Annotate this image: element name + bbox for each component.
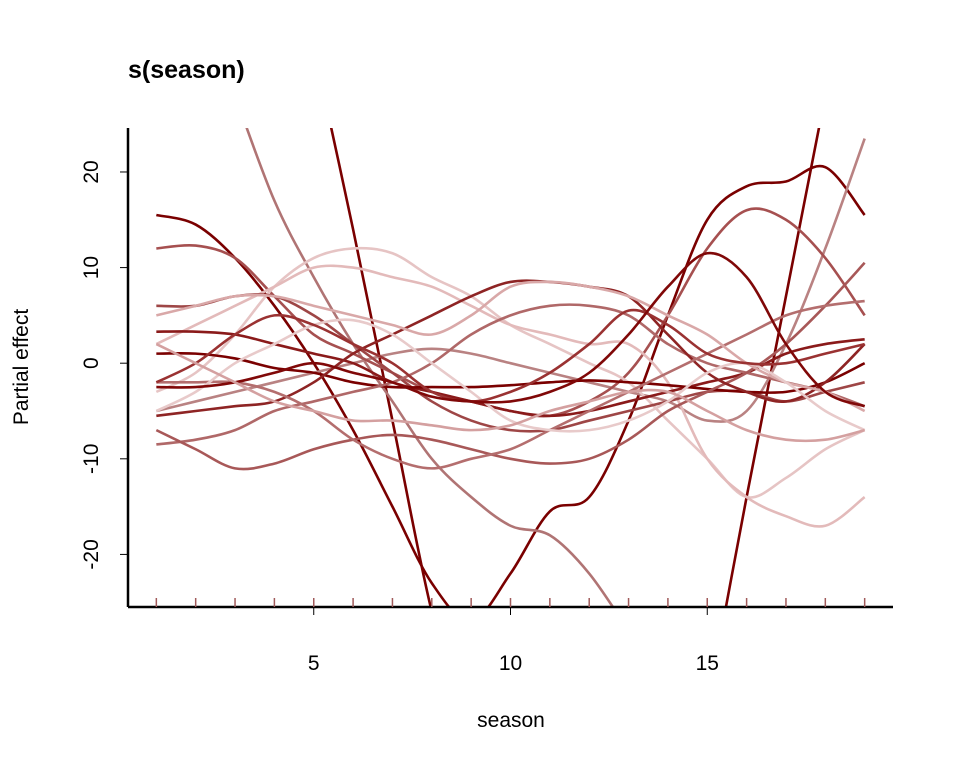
y-tick-label: -10 bbox=[80, 444, 103, 474]
y-tick-label: 0 bbox=[80, 357, 103, 369]
series-line bbox=[156, 299, 865, 470]
series-line bbox=[155, 264, 866, 528]
series-line bbox=[155, 308, 865, 403]
series-line bbox=[156, 164, 866, 607]
y-axis-label: Partial effect bbox=[10, 309, 33, 426]
y-tick-label: 10 bbox=[80, 256, 103, 279]
series-line bbox=[155, 342, 865, 443]
series-line bbox=[156, 138, 866, 423]
series-line bbox=[156, 251, 866, 408]
x-tick-label: 5 bbox=[308, 652, 320, 675]
series-line bbox=[245, 128, 615, 607]
chart-title: s(season) bbox=[128, 56, 245, 84]
x-axis-label: season bbox=[477, 709, 545, 732]
y-tick-label: -20 bbox=[80, 539, 103, 569]
plot-area bbox=[155, 128, 866, 607]
y-tick-label: 20 bbox=[80, 160, 103, 183]
series-line bbox=[155, 261, 866, 471]
x-tick-label: 15 bbox=[696, 652, 719, 675]
series-line bbox=[724, 128, 821, 607]
x-tick-label: 10 bbox=[499, 652, 522, 675]
